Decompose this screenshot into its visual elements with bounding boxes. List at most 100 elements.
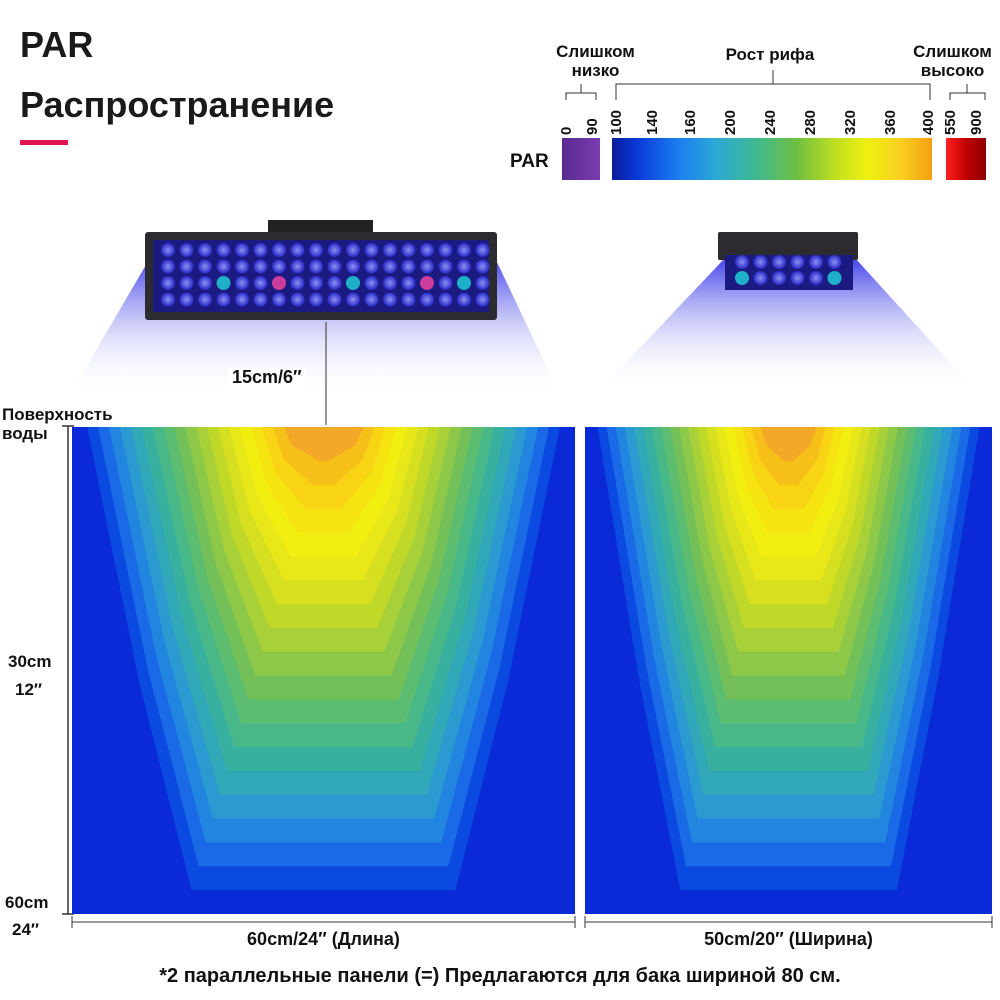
led-dot	[383, 276, 397, 290]
led-dot	[290, 292, 305, 307]
led-dot	[420, 276, 434, 290]
legend-too-high-label: Слишком высоко	[913, 42, 992, 80]
led-dot	[161, 259, 175, 274]
led-dot	[457, 276, 471, 290]
led-dot	[383, 292, 397, 307]
led-dot	[253, 276, 268, 290]
led-dot	[735, 255, 749, 269]
led-dot	[253, 292, 268, 307]
led-dot	[235, 259, 249, 274]
led-dot	[475, 259, 490, 274]
swatch-too-high	[946, 138, 986, 180]
led-dot	[346, 292, 360, 307]
par-map-length-band	[283, 427, 364, 462]
led-dot	[179, 259, 194, 274]
led-dot	[401, 259, 416, 274]
led-dot	[401, 292, 416, 307]
par-map-width-band	[760, 427, 817, 462]
led-dot	[253, 243, 268, 257]
led-dot	[216, 243, 231, 257]
led-dot	[309, 292, 323, 307]
led-dot	[438, 292, 453, 307]
led-dot	[772, 271, 786, 285]
led-dot	[790, 255, 805, 269]
led-dot	[346, 276, 360, 290]
led-panel-long-icon	[145, 220, 497, 320]
led-dot	[198, 276, 212, 290]
led-dot	[198, 292, 212, 307]
led-dot	[161, 292, 175, 307]
led-dot	[753, 271, 768, 285]
led-dot	[327, 243, 342, 257]
led-dot	[735, 271, 749, 285]
led-panel-short-icon	[718, 232, 858, 290]
led-dot	[475, 243, 490, 257]
swatch-too-low	[562, 138, 600, 180]
legend-par-label: PAR	[510, 151, 549, 172]
led-dot	[290, 276, 305, 290]
led-dot	[772, 255, 786, 269]
led-dot	[346, 259, 360, 274]
led-dot	[198, 259, 212, 274]
led-dot	[457, 292, 471, 307]
led-dot	[475, 276, 490, 290]
led-dot	[327, 259, 342, 274]
led-dot	[790, 271, 805, 285]
led-dot	[364, 292, 379, 307]
led-dot	[272, 243, 286, 257]
led-dot	[420, 243, 434, 257]
led-dot	[809, 255, 823, 269]
led-dot	[364, 276, 379, 290]
axis-12in: 12″	[15, 680, 43, 699]
legend-too-low-label: Слишком низко	[556, 42, 635, 80]
fixture-height-label: 15cm/6″	[228, 368, 306, 387]
axis-60cm: 60cm	[5, 893, 49, 912]
led-dot	[827, 271, 842, 285]
footnote: *2 параллельные панели (=) Предлагаются …	[159, 965, 841, 987]
led-dot	[309, 243, 323, 257]
led-dot	[235, 292, 249, 307]
led-dot	[179, 292, 194, 307]
led-dot	[753, 255, 768, 269]
axis-water-surface: Поверхность воды	[2, 405, 113, 443]
led-dot	[161, 276, 175, 290]
led-dot	[401, 243, 416, 257]
led-dot	[198, 243, 212, 257]
led-dot	[438, 243, 453, 257]
led-dot	[216, 292, 231, 307]
led-dot	[438, 276, 453, 290]
swatch-reef-growth	[612, 138, 932, 180]
led-dot	[809, 271, 823, 285]
led-dot	[290, 243, 305, 257]
right-light-beam	[600, 258, 975, 390]
led-dot	[309, 259, 323, 274]
led-dot	[827, 255, 842, 269]
map-length-caption: 60cm/24″ (Длина)	[247, 929, 400, 949]
led-dot	[346, 243, 360, 257]
led-dot	[401, 276, 416, 290]
title-accent-bar	[20, 140, 68, 145]
led-dot	[383, 243, 397, 257]
title-distribution: Распространение	[20, 84, 335, 125]
led-dot	[327, 292, 342, 307]
legend-reef-growth-label: Рост рифа	[725, 45, 815, 64]
led-dot	[364, 243, 379, 257]
par-map-length	[72, 427, 575, 914]
led-dot	[161, 243, 175, 257]
led-dot	[420, 292, 434, 307]
led-dot	[272, 292, 286, 307]
led-dot	[216, 276, 231, 290]
axis-30cm: 30cm	[8, 652, 52, 671]
led-dot	[327, 276, 342, 290]
title-par: PAR	[20, 24, 94, 65]
led-dot	[272, 259, 286, 274]
led-dot	[364, 259, 379, 274]
led-dot	[420, 259, 434, 274]
led-dot	[253, 259, 268, 274]
led-dot	[235, 243, 249, 257]
led-dot	[272, 276, 286, 290]
led-dot	[383, 259, 397, 274]
